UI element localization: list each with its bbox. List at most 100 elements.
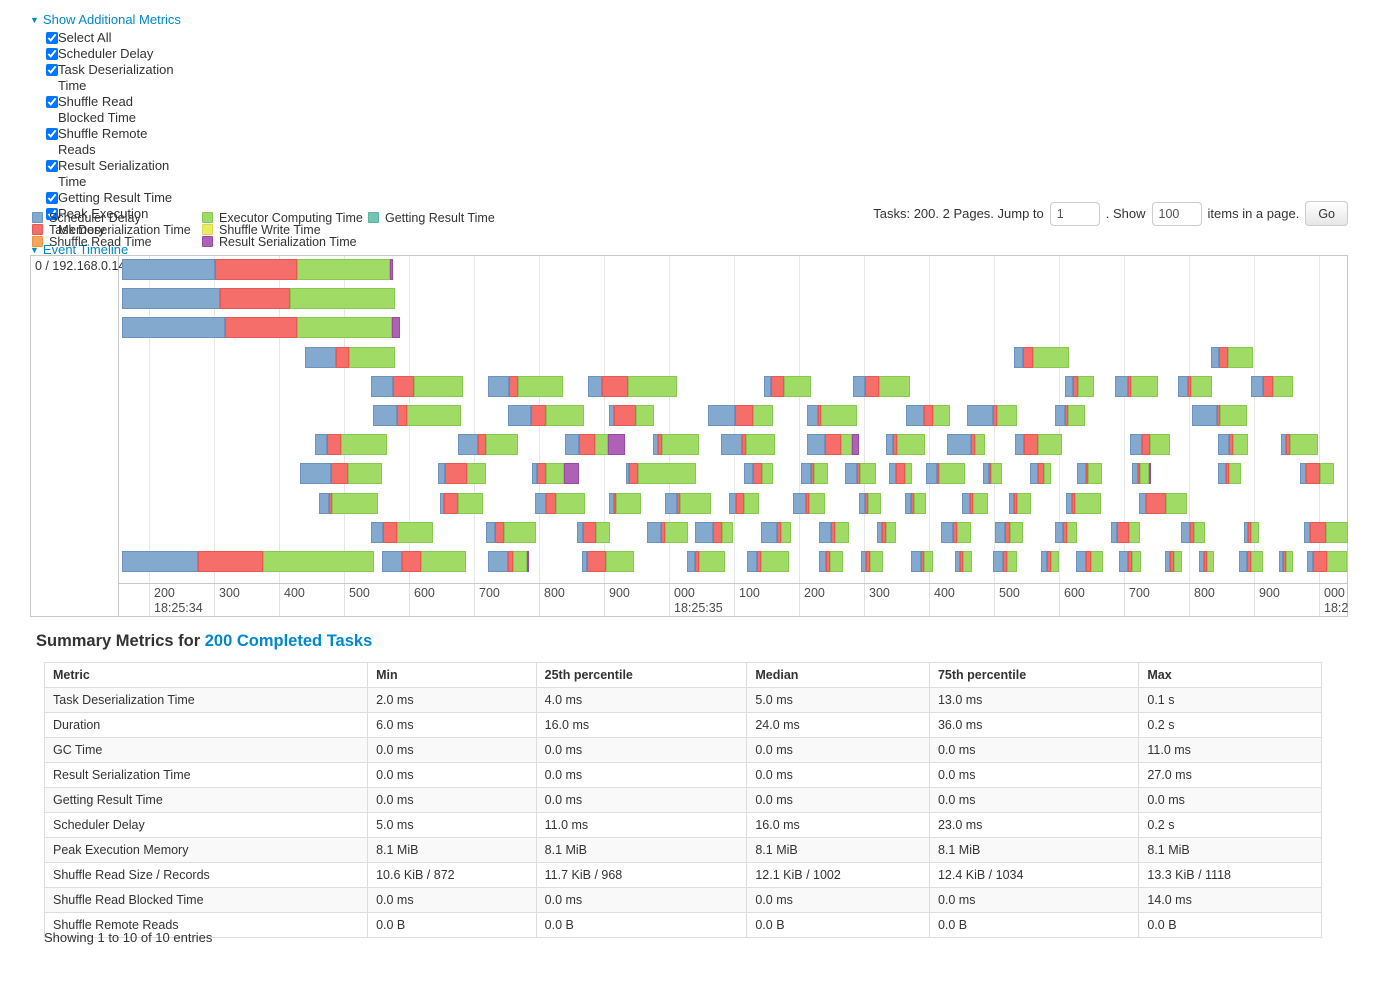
task-bar[interactable] — [761, 522, 791, 543]
task-bar[interactable] — [582, 551, 634, 572]
task-bar[interactable] — [440, 493, 483, 514]
task-bar[interactable] — [653, 434, 699, 455]
task-bar[interactable] — [1014, 347, 1069, 368]
task-bar[interactable] — [962, 493, 988, 514]
task-bar[interactable] — [577, 522, 610, 543]
task-bar[interactable] — [1055, 405, 1085, 426]
task-bar[interactable] — [458, 434, 518, 455]
task-bar[interactable] — [122, 317, 400, 338]
task-bar[interactable] — [729, 493, 759, 514]
task-bar[interactable] — [438, 463, 486, 484]
task-bar[interactable] — [845, 463, 876, 484]
task-bar[interactable] — [626, 463, 696, 484]
task-bar[interactable] — [1015, 434, 1062, 455]
task-bar[interactable] — [747, 551, 789, 572]
task-bar[interactable] — [665, 493, 711, 514]
task-bar[interactable] — [1119, 551, 1141, 572]
task-bar[interactable] — [532, 463, 579, 484]
metric-checkbox[interactable] — [46, 160, 58, 172]
task-bar[interactable] — [300, 463, 382, 484]
task-bar[interactable] — [1300, 463, 1334, 484]
task-bar[interactable] — [911, 551, 933, 572]
task-bar[interactable] — [315, 434, 387, 455]
task-bar[interactable] — [1065, 376, 1094, 397]
task-bar[interactable] — [588, 376, 677, 397]
task-bar[interactable] — [819, 522, 849, 543]
task-bar[interactable] — [801, 463, 828, 484]
task-bar[interactable] — [1211, 347, 1253, 368]
event-timeline-toggle[interactable]: ▼ Event Timeline — [30, 242, 129, 257]
task-bar[interactable] — [488, 551, 529, 572]
task-bar[interactable] — [305, 347, 395, 368]
task-bar[interactable] — [695, 522, 733, 543]
task-bar[interactable] — [1077, 463, 1102, 484]
task-bar[interactable] — [819, 551, 843, 572]
task-bar[interactable] — [319, 493, 378, 514]
task-bar[interactable] — [1130, 434, 1170, 455]
jump-to-page-input[interactable] — [1049, 201, 1100, 226]
items-per-page-input[interactable] — [1151, 201, 1202, 226]
task-bar[interactable] — [1244, 522, 1259, 543]
task-bar[interactable] — [807, 434, 859, 455]
task-bar[interactable] — [1115, 376, 1158, 397]
task-bar[interactable] — [861, 551, 883, 572]
task-bar[interactable] — [1281, 434, 1318, 455]
task-bar[interactable] — [947, 434, 985, 455]
task-bar[interactable] — [1111, 522, 1140, 543]
task-bar[interactable] — [906, 405, 950, 426]
task-bar[interactable] — [744, 463, 773, 484]
task-bar[interactable] — [941, 522, 971, 543]
task-bar[interactable] — [993, 551, 1017, 572]
task-bar[interactable] — [859, 493, 881, 514]
task-bar[interactable] — [1279, 551, 1293, 572]
task-bar[interactable] — [1178, 376, 1212, 397]
task-bar[interactable] — [488, 376, 563, 397]
task-bar[interactable] — [535, 493, 585, 514]
task-bar[interactable] — [122, 551, 374, 572]
task-bar[interactable] — [371, 376, 463, 397]
task-bar[interactable] — [1218, 434, 1248, 455]
task-bar[interactable] — [889, 463, 912, 484]
task-bar[interactable] — [708, 405, 773, 426]
task-bar[interactable] — [687, 551, 725, 572]
metric-checkbox[interactable] — [46, 96, 58, 108]
task-bar[interactable] — [373, 405, 461, 426]
task-bar[interactable] — [1199, 551, 1214, 572]
metric-checkbox[interactable] — [46, 192, 58, 204]
metric-checkbox[interactable] — [46, 128, 58, 140]
metric-checkbox[interactable] — [46, 208, 58, 220]
task-bar[interactable] — [1066, 493, 1101, 514]
task-bar[interactable] — [1239, 551, 1263, 572]
metric-checkbox[interactable] — [46, 48, 58, 60]
task-bar[interactable] — [565, 434, 625, 455]
task-bar[interactable] — [1304, 522, 1348, 543]
metric-checkbox[interactable] — [46, 32, 58, 44]
task-bar[interactable] — [1165, 551, 1182, 572]
task-bar[interactable] — [995, 522, 1023, 543]
task-bar[interactable] — [1307, 551, 1347, 572]
task-bar[interactable] — [764, 376, 811, 397]
task-bar[interactable] — [508, 405, 584, 426]
task-bar[interactable] — [983, 463, 1002, 484]
completed-tasks-link[interactable]: 200 Completed Tasks — [204, 632, 373, 650]
task-bar[interactable] — [1251, 376, 1293, 397]
task-bar[interactable] — [609, 493, 641, 514]
task-bar[interactable] — [967, 405, 1017, 426]
task-bar[interactable] — [886, 434, 925, 455]
task-bar[interactable] — [1030, 463, 1051, 484]
task-bar[interactable] — [1055, 522, 1077, 543]
task-bar[interactable] — [382, 551, 466, 572]
task-bar[interactable] — [877, 522, 896, 543]
task-bar[interactable] — [955, 551, 972, 572]
task-bar[interactable] — [1009, 493, 1031, 514]
task-bar[interactable] — [926, 463, 965, 484]
task-bar[interactable] — [371, 522, 433, 543]
task-bar[interactable] — [1041, 551, 1059, 572]
task-bar[interactable] — [486, 522, 536, 543]
task-bar[interactable] — [905, 493, 926, 514]
show-additional-metrics-toggle[interactable]: ▼ Show Additional Metrics — [30, 12, 181, 27]
task-bar[interactable] — [1132, 463, 1151, 484]
task-bar[interactable] — [1076, 551, 1103, 572]
task-bar[interactable] — [793, 493, 825, 514]
task-bar[interactable] — [807, 405, 857, 426]
